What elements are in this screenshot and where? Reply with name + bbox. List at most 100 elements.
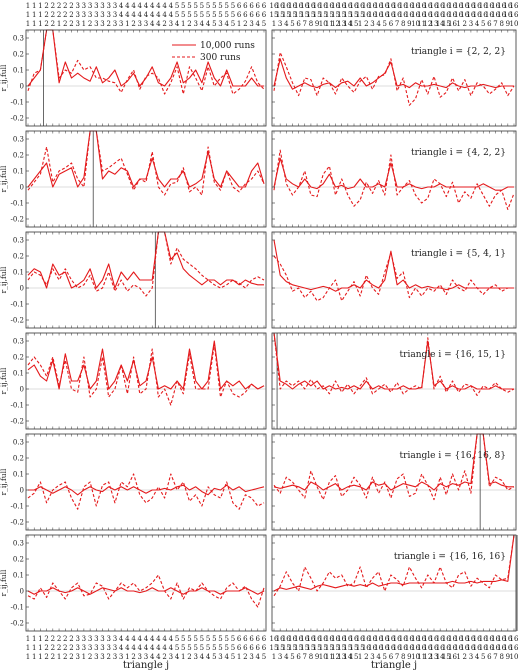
x-tick-label: 3 [100, 653, 104, 661]
x-tick-label: 5 [212, 635, 216, 643]
x-tick-label: 16 [411, 644, 420, 652]
x-tick-label: 4 [144, 2, 149, 10]
x-tick-label: 16 [423, 635, 432, 643]
x-tick-label: 15 [325, 11, 334, 19]
y-tick-label: 0.3 [13, 136, 24, 144]
x-tick-label: 12 [423, 653, 432, 661]
x-tick-label: 3 [94, 644, 98, 652]
x-tick-label: 3 [249, 653, 253, 661]
x-tick-label: 3 [75, 653, 79, 661]
x-tick-label: 4 [138, 11, 143, 19]
x-tick-label: 6 [249, 2, 254, 10]
x-tick-label: 4 [169, 635, 174, 643]
x-tick-label: 16 [436, 635, 445, 643]
panel-10: triangle i = {16, 16, 8} [271, 433, 517, 531]
x-tick-label: 16 [430, 635, 439, 643]
y-tick-label: 0 [20, 588, 24, 596]
x-tick-label: 4 [475, 20, 480, 28]
x-tick-label: 16 [393, 644, 402, 652]
x-tick-label: 3 [75, 11, 79, 19]
x-tick-label: 5 [200, 635, 204, 643]
x-tick-label: 15 [319, 644, 328, 652]
x-tick-label: 16 [479, 11, 488, 19]
x-tick-label: 11 [417, 653, 426, 661]
x-tick-label: 16 [300, 635, 309, 643]
x-tick-label: 4 [150, 20, 155, 28]
x-tick-label: 6 [243, 2, 248, 10]
x-tick-label: 1 [38, 20, 42, 28]
x-tick-label: 10 [411, 653, 420, 661]
x-tick-label: 8 [499, 20, 503, 28]
x-tick-label: 1 [32, 2, 36, 10]
series-10000-runs [273, 433, 514, 491]
y-tick-label: 0.2 [13, 253, 24, 261]
x-tick-label: 3 [113, 20, 117, 28]
x-tick-label: 15 [442, 653, 451, 661]
x-tick-label: 16 [491, 2, 500, 10]
x-tick-label: 16 [485, 644, 494, 652]
x-tick-label: 16 [294, 2, 303, 10]
x-tick-label: 16 [368, 2, 377, 10]
x-tick-label: 4 [131, 11, 136, 19]
x-tick-label: 15 [300, 644, 309, 652]
x-tick-label: 4 [284, 653, 289, 661]
x-tick-label: 10 [510, 20, 519, 28]
x-tick-label: 6 [237, 635, 242, 643]
x-tick-label: 16 [380, 2, 389, 10]
x-tick-label: 15 [350, 644, 359, 652]
x-tick-label: 2 [88, 20, 92, 28]
x-tick-label: 4 [156, 635, 161, 643]
x-tick-label: 16 [337, 635, 346, 643]
series-300-runs [273, 252, 514, 302]
x-tick-label: 2 [51, 644, 55, 652]
series-300-runs [27, 343, 265, 406]
x-tick-label: 3 [107, 644, 111, 652]
legend: 10,000 runs 300 runs [172, 41, 255, 63]
x-tick-label: 16 [282, 2, 291, 10]
x-tick-label: 11 [417, 20, 426, 28]
x-tick-label: 2 [107, 653, 111, 661]
x-tick-label: 8 [401, 653, 405, 661]
x-tick-label: 3 [278, 20, 282, 28]
x-tick-label: 4 [119, 635, 124, 643]
series-10000-runs [273, 332, 514, 390]
x-tick-label: 13 [337, 20, 346, 28]
x-tick-label: 16 [510, 2, 519, 10]
x-tick-label: 2 [243, 20, 247, 28]
x-tick-label: 2 [63, 11, 67, 19]
x-tick-label: 16 [362, 635, 371, 643]
x-tick-label: 3 [75, 20, 79, 28]
x-tick-label: 5 [181, 11, 185, 19]
x-tick-label: 7 [493, 653, 497, 661]
x-tick-label: 4 [125, 11, 130, 19]
x-tick-label: 7 [493, 20, 497, 28]
x-tick-label: 6 [256, 644, 261, 652]
x-tick-label: 15 [270, 11, 279, 19]
x-tick-label: 2 [44, 644, 48, 652]
bottom-ticks-left: 1 1 1 2 2 2 2 2 3 3 3 3 3 3 3 4 4 4 4 4 4 4 4 4 5 5 5 5 5 5 5 5 5 5 6 6 6 6 61… [26, 635, 267, 661]
x-tick-label: 4 [144, 635, 149, 643]
x-tick-label: 16 [380, 644, 389, 652]
x-tick-label: 4 [150, 653, 155, 661]
x-tick-label: 1 [38, 635, 42, 643]
x-tick-label: 2 [57, 2, 61, 10]
y-tick-label: 0.2 [13, 556, 24, 564]
x-tick-label: 4 [125, 635, 130, 643]
x-tick-label: 16 [503, 2, 512, 10]
x-tick-label: 16 [417, 644, 426, 652]
x-tick-label: 10 [411, 20, 420, 28]
x-tick-label: 5 [181, 644, 185, 652]
x-tick-label: 10 [319, 20, 328, 28]
x-tick-label: 1 [57, 653, 61, 661]
x-tick-label: 2 [69, 20, 73, 28]
y-tick-label: -0.2 [11, 418, 25, 426]
x-tick-label: 3 [113, 644, 117, 652]
x-tick-label: 16 [430, 644, 439, 652]
x-tick-label: 15 [350, 11, 359, 19]
x-tick-label: 6 [262, 11, 267, 19]
x-tick-label: 5 [383, 20, 387, 28]
panel-6: triangle i = {5, 4, 1} [271, 231, 517, 329]
x-tick-label: 16 [374, 11, 383, 19]
x-tick-label: 3 [94, 2, 98, 10]
y-axis-label: r_ij,full [0, 468, 8, 495]
